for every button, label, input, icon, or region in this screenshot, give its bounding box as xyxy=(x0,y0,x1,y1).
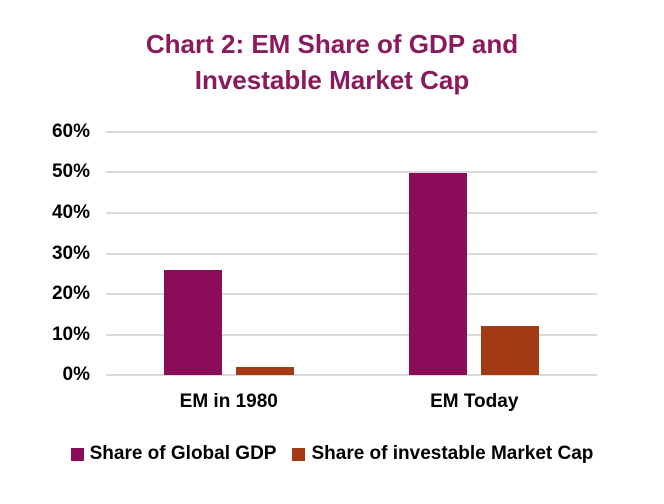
y-tick-label-10: 10% xyxy=(51,323,90,345)
bar-groups xyxy=(106,132,597,375)
bar-share-of-global-gdp-2 xyxy=(409,172,468,375)
legend-label-2: Share of investable Market Cap xyxy=(311,443,594,464)
gridline-60 xyxy=(106,131,597,133)
legend-label-1: Share of Global GDP xyxy=(89,443,277,464)
y-tick-label-50: 50% xyxy=(51,161,90,183)
gridline-50 xyxy=(106,171,597,174)
bar-share-of-investable-market-cap-1 xyxy=(235,366,294,375)
gridline-20 xyxy=(106,292,597,295)
chart-title-line1: Chart 2: EM Share of GDP and xyxy=(145,29,519,59)
y-tick-label-30: 30% xyxy=(51,242,90,264)
bar-group-2 xyxy=(352,132,598,375)
y-tick-label-20: 20% xyxy=(51,282,90,304)
bar-share-of-investable-market-cap-2 xyxy=(481,326,540,375)
x-axis: EM in 1980 EM Today xyxy=(106,391,597,413)
gridline-10 xyxy=(106,333,597,336)
chart-title: Chart 2: EM Share of GDP and Investable … xyxy=(0,26,664,98)
gridline-40 xyxy=(106,211,597,214)
bar-share-of-global-gdp-1 xyxy=(163,269,222,375)
y-tick-label-60: 60% xyxy=(51,121,90,142)
y-tick-label-40: 40% xyxy=(51,201,90,223)
legend: Share of Global GDP Share of investable M… xyxy=(0,443,664,465)
x-category-label-1: EM in 1980 xyxy=(179,391,278,412)
y-tick-label-0: 0% xyxy=(62,364,90,385)
plot-area xyxy=(106,131,597,376)
bar-group-1 xyxy=(106,132,352,375)
gridline-30 xyxy=(106,252,597,255)
legend-swatch-icon xyxy=(70,447,84,461)
y-axis: 0% 10% 20% 30% 40% 50% 60% xyxy=(0,121,90,385)
gridline-0 xyxy=(106,374,597,376)
chart-title-line2: Investable Market Cap xyxy=(194,65,470,95)
legend-item-1: Share of Global GDP xyxy=(70,443,277,465)
legend-item-2: Share of investable Market Cap xyxy=(292,443,593,465)
legend-swatch-icon xyxy=(292,447,306,461)
x-category-label-2: EM Today xyxy=(430,391,519,412)
